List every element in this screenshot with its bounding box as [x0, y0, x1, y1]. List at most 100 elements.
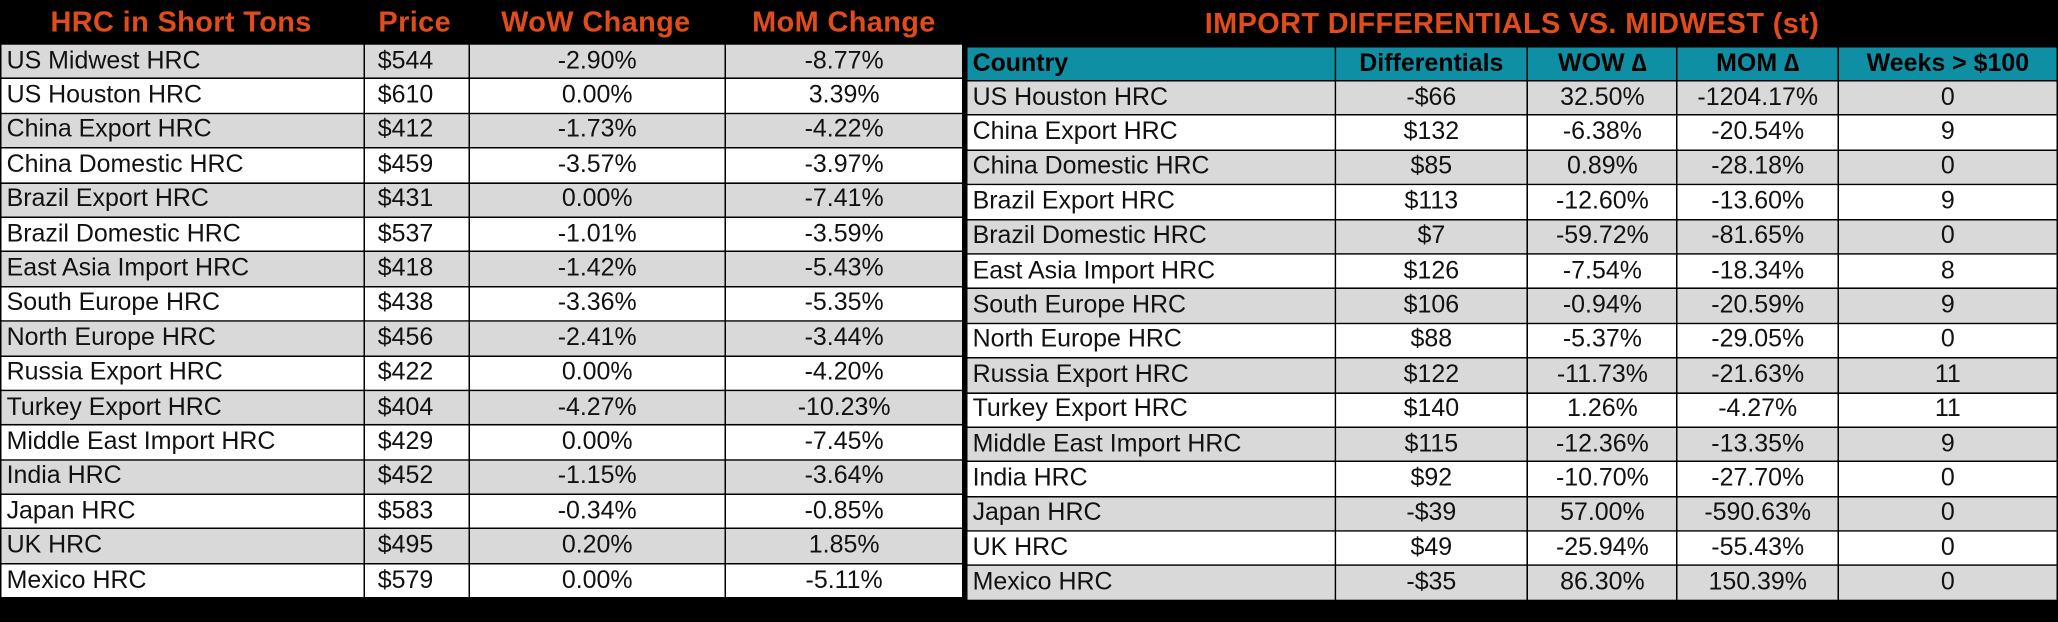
- header-wow-change: WoW Change: [501, 4, 691, 38]
- product-name: Brazil Export HRC: [0, 181, 365, 218]
- table-row: East Asia Import HRC $126 -7.54% -18.34% 8: [966, 253, 2058, 290]
- mom-change-cell: -8.77%: [724, 43, 964, 80]
- country-name: Brazil Domestic HRC: [966, 218, 1336, 255]
- mom-change-cell: -3.97%: [724, 147, 964, 184]
- table-row: South Europe HRC $438 -3.36% -5.35%: [0, 285, 964, 322]
- table-row: East Asia Import HRC $418 -1.42% -5.43%: [0, 251, 964, 288]
- col-header-mom-delta: MOM ∆: [1676, 45, 1840, 82]
- import-differentials-table: Country Differentials WOW ∆ MOM ∆ Weeks …: [966, 45, 2058, 601]
- wow-change-cell: 0.20%: [468, 528, 727, 565]
- differential-cell: -$66: [1334, 80, 1529, 117]
- mom-delta-cell: -81.65%: [1676, 218, 1840, 255]
- table-row: UK HRC $495 0.20% 1.85%: [0, 528, 964, 565]
- wow-change-cell: -3.57%: [468, 147, 727, 184]
- wow-delta-cell: -0.94%: [1527, 287, 1678, 324]
- mom-change-cell: -4.22%: [724, 112, 964, 149]
- wow-change-cell: -1.01%: [468, 216, 727, 253]
- wow-delta-cell: -12.60%: [1527, 183, 1678, 220]
- product-name: Brazil Domestic HRC: [0, 216, 365, 253]
- mom-change-cell: -5.11%: [724, 562, 964, 599]
- header-hrc-short-tons: HRC in Short Tons: [50, 4, 312, 38]
- mom-delta-cell: -29.05%: [1676, 322, 1840, 359]
- table-row: China Export HRC $132 -6.38% -20.54% 9: [966, 114, 2058, 151]
- table-row: Turkey Export HRC $140 1.26% -4.27% 11: [966, 391, 2058, 428]
- mom-delta-cell: 150.39%: [1676, 564, 1840, 601]
- mom-delta-cell: -590.63%: [1676, 495, 1840, 532]
- product-name: Russia Export HRC: [0, 355, 365, 392]
- differential-cell: -$39: [1334, 495, 1529, 532]
- wow-change-cell: -1.15%: [468, 458, 727, 495]
- wow-change-cell: -4.27%: [468, 389, 727, 426]
- country-name: Middle East Import HRC: [966, 426, 1336, 463]
- table-row: North Europe HRC $88 -5.37% -29.05% 0: [966, 322, 2058, 359]
- mom-change-cell: -5.43%: [724, 251, 964, 288]
- col-header-differentials: Differentials: [1334, 45, 1529, 82]
- wow-delta-cell: 86.30%: [1527, 564, 1678, 601]
- wow-change-cell: -1.42%: [468, 251, 727, 288]
- product-name: Japan HRC: [0, 493, 365, 530]
- country-name: China Export HRC: [966, 114, 1336, 151]
- hrc-price-panel: HRC in Short Tons Price WoW Change MoM C…: [0, 0, 964, 599]
- table-row: Mexico HRC -$35 86.30% 150.39% 0: [966, 564, 2058, 601]
- mom-delta-cell: -55.43%: [1676, 530, 1840, 567]
- country-name: South Europe HRC: [966, 287, 1336, 324]
- table-row: Mexico HRC $579 0.00% -5.11%: [0, 562, 964, 599]
- price-cell: $537: [363, 216, 470, 253]
- mom-delta-cell: -18.34%: [1676, 253, 1840, 290]
- mom-change-cell: -4.20%: [724, 355, 964, 392]
- hrc-price-table: US Midwest HRC $544 -2.90% -8.77% US Houston…: [0, 43, 964, 599]
- country-name: India HRC: [966, 461, 1336, 498]
- wow-delta-cell: 0.89%: [1527, 149, 1678, 186]
- wow-delta-cell: -12.36%: [1527, 426, 1678, 463]
- mom-change-cell: -10.23%: [724, 389, 964, 426]
- table-row: China Domestic HRC $85 0.89% -28.18% 0: [966, 149, 2058, 186]
- differential-cell: $88: [1334, 322, 1529, 359]
- weeks-over-100-cell: 0: [1837, 218, 2058, 255]
- weeks-over-100-cell: 0: [1837, 149, 2058, 186]
- table-row: Brazil Export HRC $113 -12.60% -13.60% 9: [966, 183, 2058, 220]
- table-row: Japan HRC -$39 57.00% -590.63% 0: [966, 495, 2058, 532]
- table-row: Middle East Import HRC $115 -12.36% -13.35%…: [966, 426, 2058, 463]
- differential-cell: $92: [1334, 461, 1529, 498]
- weeks-over-100-cell: 9: [1837, 114, 2058, 151]
- weeks-over-100-cell: 0: [1837, 530, 2058, 567]
- header-price: Price: [378, 4, 452, 38]
- product-name: US Midwest HRC: [0, 43, 365, 80]
- price-cell: $438: [363, 285, 470, 322]
- differential-cell: $140: [1334, 391, 1529, 428]
- country-name: US Houston HRC: [966, 80, 1336, 117]
- table-row: Brazil Export HRC $431 0.00% -7.41%: [0, 181, 964, 218]
- weeks-over-100-cell: 8: [1837, 253, 2058, 290]
- table-row: Middle East Import HRC $429 0.00% -7.45%: [0, 424, 964, 461]
- price-cell: $412: [363, 112, 470, 149]
- wow-delta-cell: -6.38%: [1527, 114, 1678, 151]
- table-row: Russia Export HRC $422 0.00% -4.20%: [0, 355, 964, 392]
- wow-delta-cell: -25.94%: [1527, 530, 1678, 567]
- col-header-weeks-over-100: Weeks > $100: [1837, 45, 2058, 82]
- price-cell: $610: [363, 77, 470, 114]
- differential-cell: -$35: [1334, 564, 1529, 601]
- price-cell: $579: [363, 562, 470, 599]
- wow-change-cell: 0.00%: [468, 424, 727, 461]
- differential-cell: $126: [1334, 253, 1529, 290]
- price-cell: $422: [363, 355, 470, 392]
- country-name: Mexico HRC: [966, 564, 1336, 601]
- price-table-header: HRC in Short Tons Price WoW Change MoM C…: [0, 0, 963, 43]
- differential-cell: $115: [1334, 426, 1529, 463]
- mom-change-cell: -3.59%: [724, 216, 964, 253]
- import-differentials-panel: IMPORT DIFFERENTIALS VS. MIDWEST (st) Co…: [966, 0, 2058, 601]
- mom-delta-cell: -20.54%: [1676, 114, 1840, 151]
- mom-change-cell: -7.45%: [724, 424, 964, 461]
- differential-cell: $132: [1334, 114, 1529, 151]
- wow-change-cell: -1.73%: [468, 112, 727, 149]
- price-cell: $456: [363, 320, 470, 357]
- country-name: East Asia Import HRC: [966, 253, 1336, 290]
- table-row: US Midwest HRC $544 -2.90% -8.77%: [0, 43, 964, 80]
- mom-change-cell: -5.35%: [724, 285, 964, 322]
- wow-delta-cell: 32.50%: [1527, 80, 1678, 117]
- country-name: UK HRC: [966, 530, 1336, 567]
- table-row: China Export HRC $412 -1.73% -4.22%: [0, 112, 964, 149]
- wow-delta-cell: -5.37%: [1527, 322, 1678, 359]
- weeks-over-100-cell: 9: [1837, 426, 2058, 463]
